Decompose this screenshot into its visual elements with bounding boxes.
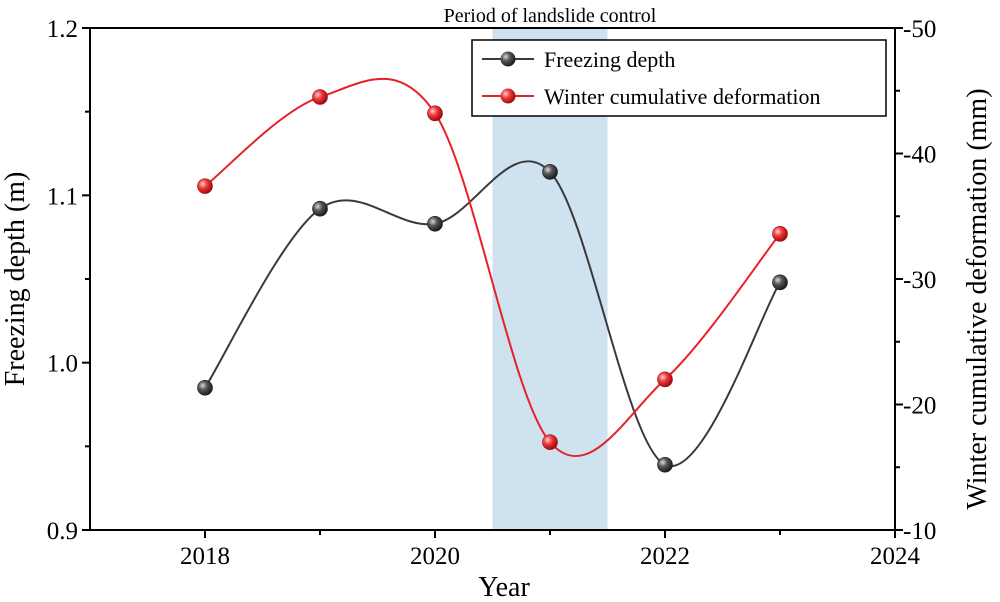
y-right-tick-label--10: -10: [903, 518, 936, 545]
x-tick-label-2018: 2018: [180, 543, 230, 570]
data-point-winter-deformation-2022: [657, 371, 673, 388]
data-point-freezing-depth-2020: [427, 215, 443, 232]
y-right-tick-label--30: -30: [903, 267, 936, 294]
x-tick-label-2024: 2024: [870, 543, 921, 570]
band-annotation: Period of landslide control: [444, 5, 657, 27]
data-point-winter-deformation-2020: [427, 105, 443, 122]
data-point-winter-deformation-2019: [312, 89, 328, 105]
legend-marker-freezing-depth: [500, 51, 516, 67]
series-line-freezing-depth: [204, 160, 781, 468]
y-left-tick-label-0.9: 0.9: [47, 518, 78, 545]
data-point-winter-deformation-2021: [542, 434, 558, 450]
y-axis-left-title: Freezing depth (m): [0, 172, 31, 387]
y-right-tick-label--20: -20: [903, 393, 936, 420]
y-right-tick-label--40: -40: [903, 142, 936, 169]
x-axis-title: Year: [478, 572, 530, 602]
series-layer: [197, 77, 788, 473]
legend-label-freezing-depth: Freezing depth: [544, 47, 675, 72]
x-tick-label-2020: 2020: [410, 543, 460, 570]
legend-label-winter-deformation: Winter cumulative deformation: [544, 84, 820, 109]
y-axis-right-title: Winter cumulative deformation (mm): [962, 88, 993, 509]
data-point-freezing-depth-2022: [657, 456, 673, 473]
data-point-freezing-depth-2018: [197, 379, 213, 396]
data-point-freezing-depth-2023: [772, 274, 788, 291]
axes: 2018 2020 2022 2024 0.9 1.0 1.1 1.2 -10 -20 -30 -40…: [47, 16, 937, 570]
legend-box: [471, 39, 887, 117]
y-left-tick-label-1.2: 1.2: [47, 16, 78, 43]
data-point-freezing-depth-2021: [542, 164, 558, 180]
y-right-tick-label--50: -50: [903, 16, 936, 43]
y-left-tick-label-1.1: 1.1: [47, 183, 78, 210]
x-tick-label-2022: 2022: [640, 543, 690, 570]
legend: Freezing depth Winter cumulative deforma…: [471, 39, 887, 117]
legend-marker-winter-deformation: [500, 88, 516, 104]
data-point-winter-deformation-2018: [197, 178, 213, 194]
y-left-tick-label-1.0: 1.0: [47, 351, 78, 378]
data-point-winter-deformation-2023: [772, 226, 788, 242]
data-point-freezing-depth-2019: [312, 200, 328, 217]
